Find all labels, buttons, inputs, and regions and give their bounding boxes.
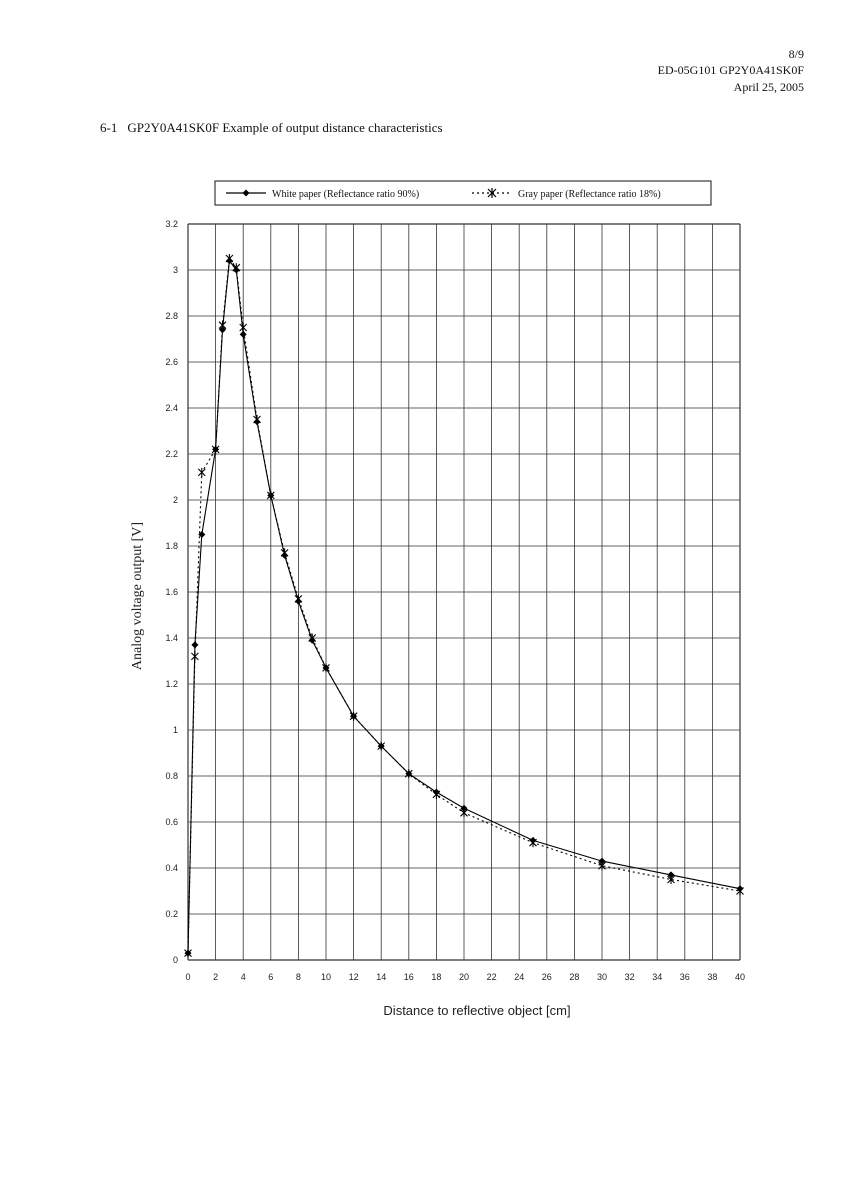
y-tick-label: 1.6	[165, 587, 178, 597]
document-date: April 25, 2005	[733, 80, 804, 94]
x-tick-label: 4	[241, 972, 246, 982]
y-tick-label: 0	[173, 955, 178, 965]
x-tick-label: 10	[321, 972, 331, 982]
data-point-gray	[280, 548, 289, 558]
data-point-white	[667, 871, 675, 879]
data-point-white	[191, 641, 199, 649]
y-tick-label: 0.8	[165, 771, 178, 781]
data-point-gray	[266, 490, 275, 500]
data-point-gray	[349, 711, 358, 721]
data-point-gray	[294, 594, 303, 604]
legend-marker-gray	[487, 188, 497, 198]
x-tick-label: 28	[569, 972, 579, 982]
data-point-white	[598, 857, 606, 865]
x-tick-label: 8	[296, 972, 301, 982]
y-tick-label: 1.4	[165, 633, 178, 643]
y-tick-label: 1.8	[165, 541, 178, 551]
section-title: 6-1 GP2Y0A41SK0F Example of output distan…	[100, 120, 443, 136]
x-tick-label: 14	[376, 972, 386, 982]
data-point-gray	[598, 861, 606, 871]
x-axis-label: Distance to reflective object [cm]	[383, 1003, 570, 1018]
chart-grid	[187, 223, 741, 961]
x-tick-label: 36	[680, 972, 690, 982]
y-tick-label: 2.2	[165, 449, 178, 459]
y-tick-label: 2	[173, 495, 178, 505]
y-tick-label: 0.2	[165, 909, 178, 919]
x-tick-label: 38	[707, 972, 717, 982]
data-point-gray	[211, 444, 220, 454]
y-tick-label: 2.4	[165, 403, 178, 413]
data-point-white	[219, 326, 226, 334]
y-axis-label: Analog voltage output [V]	[130, 522, 145, 670]
x-tick-label: 34	[652, 972, 662, 982]
x-tick-label: 40	[735, 972, 745, 982]
x-tick-labels: 0 2 4 6 8 10 12 14 16 18 20 22 24 26 28 30 32 34 36 38 40	[185, 972, 745, 982]
y-tick-labels: 0 0.2 0.4 0.6 0.8 1 1.2 1.4 1.6 1.8 2 2.2 2.4 2.6 2.8 3…	[165, 219, 178, 965]
x-tick-label: 6	[268, 972, 273, 982]
data-point-gray	[736, 886, 744, 896]
data-point-gray	[197, 467, 206, 477]
x-tick-label: 32	[625, 972, 635, 982]
y-tick-label: 3	[173, 265, 178, 275]
legend-box	[214, 180, 712, 206]
data-point-gray	[460, 808, 468, 818]
data-point-gray	[184, 948, 192, 958]
y-tick-label: 1	[173, 725, 178, 735]
data-point-gray	[232, 263, 241, 273]
data-point-gray	[322, 663, 330, 673]
x-tick-label: 30	[597, 972, 607, 982]
data-point-gray	[404, 769, 413, 779]
data-point-gray	[225, 254, 234, 263]
legend-label-white: White paper (Reflectance ratio 90%)	[272, 189, 419, 200]
y-tick-label: 1.2	[165, 679, 178, 689]
section-number: 6-1	[100, 120, 118, 135]
y-tick-label: 2.8	[165, 311, 178, 321]
y-tick-label: 2.6	[165, 357, 178, 367]
data-point-gray	[377, 741, 386, 751]
data-point-gray	[239, 323, 248, 332]
data-point-white	[239, 330, 247, 338]
x-tick-label: 18	[431, 972, 441, 982]
data-point-gray	[253, 415, 261, 424]
x-tick-label: 20	[459, 972, 469, 982]
chart-series	[184, 254, 744, 958]
series-line-gray	[187, 257, 741, 954]
x-tick-label: 24	[514, 972, 524, 982]
data-point-gray	[432, 789, 441, 799]
y-tick-label: 0.4	[165, 863, 178, 873]
data-point-gray	[308, 633, 317, 643]
legend-marker-white	[242, 189, 250, 197]
x-tick-label: 12	[349, 972, 359, 982]
legend-label-gray: Gray paper (Reflectance ratio 18%)	[518, 189, 661, 200]
data-point-gray	[529, 838, 537, 848]
x-tick-label: 2	[213, 972, 218, 982]
x-tick-label: 26	[542, 972, 552, 982]
document-id: ED-05G101 GP2Y0A41SK0F	[657, 63, 804, 77]
data-point-gray	[218, 320, 227, 330]
data-point-white	[460, 804, 468, 812]
x-tick-label: 0	[185, 972, 190, 982]
section-title-text: GP2Y0A41SK0F Example of output distance …	[127, 120, 443, 135]
page-number: 8/9	[788, 47, 804, 61]
data-point-gray	[667, 875, 675, 884]
chart-legend: White paper (Reflectance ratio 90%) Gray…	[214, 180, 712, 206]
y-tick-label: 3.2	[165, 219, 178, 229]
x-tick-label: 22	[487, 972, 497, 982]
data-point-gray	[191, 651, 199, 661]
y-tick-label: 0.6	[165, 817, 178, 827]
x-tick-label: 16	[404, 972, 414, 982]
